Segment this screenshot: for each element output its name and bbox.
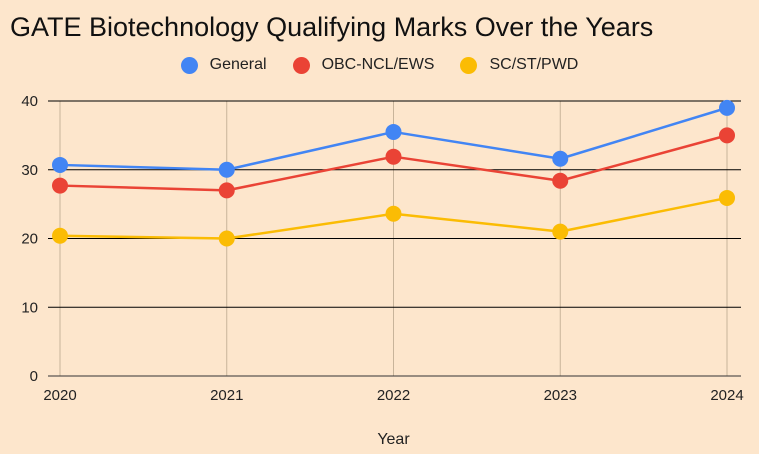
- legend-label-sc: SC/ST/PWD: [489, 56, 579, 73]
- x-tick-label: 2020: [43, 387, 76, 404]
- data-point-general-2022[interactable]: [385, 123, 402, 140]
- data-point-sc-st-pwd-2021[interactable]: [218, 230, 235, 247]
- y-tick-label: 0: [30, 368, 38, 385]
- legend-item-obc[interactable]: OBC-NCL/EWS: [292, 56, 435, 74]
- legend-marker-sc: [460, 56, 478, 74]
- data-point-obc-ncl-ews-2021[interactable]: [218, 182, 235, 199]
- y-tick-label: 40: [21, 93, 38, 110]
- legend: General OBC-NCL/EWS SC/ST/PWD: [0, 56, 759, 74]
- data-point-obc-ncl-ews-2023[interactable]: [552, 172, 569, 189]
- x-tick-label: 2023: [544, 387, 577, 404]
- x-tick-label: 2024: [710, 387, 743, 404]
- data-point-general-2023[interactable]: [552, 150, 569, 167]
- data-point-obc-ncl-ews-2022[interactable]: [385, 148, 402, 165]
- legend-item-sc[interactable]: SC/ST/PWD: [460, 56, 578, 74]
- legend-item-general[interactable]: General: [180, 56, 267, 74]
- legend-label-obc: OBC-NCL/EWS: [321, 56, 435, 73]
- chart-title: GATE Biotechnology Qualifying Marks Over…: [10, 12, 654, 42]
- data-point-general-2024[interactable]: [719, 99, 735, 116]
- y-tick-label: 10: [21, 299, 38, 316]
- x-axis-label: Year: [377, 431, 410, 448]
- data-point-obc-ncl-ews-2024[interactable]: [719, 127, 735, 144]
- y-tick-label: 20: [21, 231, 38, 248]
- legend-marker-obc: [292, 56, 310, 74]
- x-tick-label: 2022: [377, 387, 410, 404]
- x-tick-label: 2021: [210, 387, 243, 404]
- data-point-general-2021[interactable]: [218, 161, 235, 178]
- data-point-sc-st-pwd-2020[interactable]: [52, 227, 68, 244]
- legend-label-general: General: [209, 56, 267, 73]
- data-point-sc-st-pwd-2024[interactable]: [719, 189, 735, 206]
- data-point-obc-ncl-ews-2020[interactable]: [52, 177, 68, 194]
- y-tick-label: 30: [21, 162, 38, 179]
- data-point-general-2020[interactable]: [52, 156, 68, 173]
- data-point-sc-st-pwd-2023[interactable]: [552, 223, 569, 240]
- data-point-sc-st-pwd-2022[interactable]: [385, 205, 402, 222]
- legend-marker-general: [180, 56, 198, 74]
